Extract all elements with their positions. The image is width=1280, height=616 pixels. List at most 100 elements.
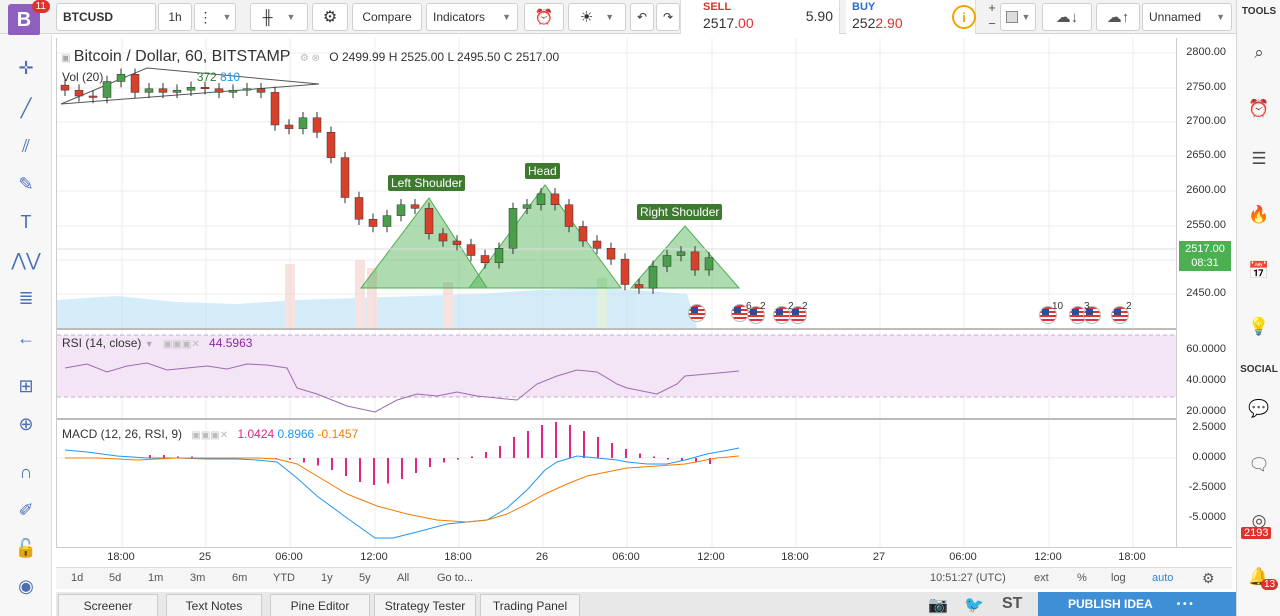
- legend-buttons[interactable]: ⚙ ⊗: [299, 53, 320, 64]
- tab-trading-panel[interactable]: Trading Panel: [480, 594, 580, 616]
- eye-icon[interactable]: ◉: [18, 575, 34, 596]
- ext-toggle[interactable]: ext: [1034, 572, 1049, 584]
- magnet-icon[interactable]: ∩: [19, 461, 33, 482]
- candle[interactable]: [452, 240, 462, 245]
- trendline-icon[interactable]: ╱: [20, 97, 32, 118]
- candle[interactable]: [634, 284, 644, 289]
- annotation-right-shoulder[interactable]: Right Shoulder: [637, 204, 723, 220]
- annotation-left-shoulder[interactable]: Left Shoulder: [388, 175, 466, 191]
- range-all[interactable]: All: [397, 572, 410, 584]
- legend-dots-icon[interactable]: ▣: [61, 53, 71, 64]
- event-flag[interactable]: [1039, 306, 1057, 324]
- chart-area[interactable]: ▣ Bitcoin / Dollar, 60, BITSTAMP ⚙ ⊗ O 2…: [56, 38, 1177, 547]
- candle[interactable]: [508, 208, 518, 249]
- candle[interactable]: [536, 193, 546, 205]
- tab-screener[interactable]: Screener: [58, 594, 158, 616]
- candle[interactable]: [284, 124, 294, 129]
- undo-button[interactable]: ↶: [630, 3, 654, 31]
- event-flag[interactable]: [789, 306, 807, 324]
- range-6m[interactable]: 6m: [232, 572, 248, 584]
- candle[interactable]: [102, 81, 112, 98]
- candle[interactable]: [606, 248, 616, 260]
- cloud-save-button[interactable]: ☁↑: [1096, 3, 1140, 31]
- time-axis[interactable]: 18:00 25 06:00 12:00 18:00 26 06:00 12:0…: [56, 547, 1232, 567]
- pitchfork-icon[interactable]: ⫽: [21, 135, 31, 156]
- utc-clock[interactable]: 10:51:27 (UTC): [930, 572, 1006, 584]
- flame-icon[interactable]: 🔥: [1248, 205, 1270, 224]
- head-and-shoulders-pattern[interactable]: [359, 184, 741, 289]
- price-axis[interactable]: 2800.00 2750.00 2700.00 2650.00 2600.00 …: [1176, 38, 1232, 547]
- brand-logo[interactable]: B 11: [8, 0, 50, 36]
- candle[interactable]: [592, 240, 602, 249]
- candle[interactable]: [158, 88, 168, 93]
- candle[interactable]: [424, 208, 434, 234]
- candle[interactable]: [466, 244, 476, 256]
- candle[interactable]: [550, 193, 560, 205]
- publish-idea-button[interactable]: PUBLISH IDEA • • •: [1038, 592, 1236, 616]
- candle[interactable]: [242, 88, 252, 91]
- annotation-head[interactable]: Head: [525, 163, 560, 179]
- event-flag[interactable]: [1111, 306, 1129, 324]
- zoom-icon[interactable]: ⊕: [18, 413, 34, 434]
- interval-button[interactable]: 1h: [158, 3, 192, 31]
- indicator-buttons[interactable]: ▣▣▣✕: [162, 339, 200, 350]
- candle[interactable]: [410, 204, 420, 209]
- candle[interactable]: [340, 157, 350, 198]
- candle[interactable]: [270, 92, 280, 126]
- indicators-button[interactable]: Indicators ▼: [426, 3, 518, 31]
- chart-canvas[interactable]: [57, 38, 1177, 547]
- candle[interactable]: [620, 258, 630, 285]
- alert-button[interactable]: ⏰: [524, 3, 564, 31]
- candle[interactable]: [648, 266, 658, 289]
- lightbulb-icon[interactable]: 💡: [1248, 317, 1270, 336]
- tab-text-notes[interactable]: Text Notes: [166, 594, 262, 616]
- pencil-lock-icon[interactable]: ✐: [18, 499, 34, 520]
- layout-button[interactable]: ▼: [1000, 3, 1036, 31]
- settings-button[interactable]: ⚙: [312, 3, 348, 31]
- candle[interactable]: [116, 74, 126, 82]
- minus-icon[interactable]: −: [988, 16, 996, 31]
- auto-toggle[interactable]: auto: [1152, 572, 1174, 584]
- range-1d[interactable]: 1d: [71, 572, 84, 584]
- chevron-down-icon[interactable]: ▼: [144, 339, 154, 349]
- candle[interactable]: [312, 117, 322, 133]
- candle[interactable]: [354, 197, 364, 220]
- range-5y[interactable]: 5y: [359, 572, 371, 584]
- sell-panel[interactable]: SELL 2517.00 5.90: [680, 0, 840, 34]
- candle[interactable]: [228, 89, 238, 93]
- camera-icon[interactable]: 📷: [928, 597, 948, 614]
- candle[interactable]: [144, 88, 154, 93]
- candle[interactable]: [130, 74, 140, 93]
- more-icon[interactable]: • • •: [1176, 598, 1193, 610]
- interval-menu-button[interactable]: ⋮ ▼: [194, 3, 236, 31]
- arrow-left-icon[interactable]: ←: [17, 327, 35, 348]
- tab-strategy-tester[interactable]: Strategy Tester: [374, 594, 476, 616]
- candle[interactable]: [522, 204, 532, 209]
- calendar-icon[interactable]: 📅: [1248, 261, 1270, 280]
- range-ytd[interactable]: YTD: [273, 572, 295, 584]
- range-1m[interactable]: 1m: [148, 572, 164, 584]
- candle[interactable]: [494, 248, 504, 263]
- compare-button[interactable]: Compare: [352, 3, 422, 31]
- pattern-icon[interactable]: ⋀⋁: [11, 249, 41, 270]
- measure-icon[interactable]: ⊞: [18, 375, 34, 396]
- brush-icon[interactable]: ✎: [18, 173, 34, 194]
- gear-icon[interactable]: ⚙: [1202, 570, 1215, 586]
- lock-icon[interactable]: 🔓: [14, 537, 38, 558]
- range-5d[interactable]: 5d: [109, 572, 122, 584]
- candle[interactable]: [480, 255, 490, 263]
- candle[interactable]: [256, 88, 266, 93]
- candle[interactable]: [74, 89, 84, 97]
- candle[interactable]: [200, 87, 210, 89]
- event-flag[interactable]: [688, 304, 706, 322]
- plus-icon[interactable]: +: [988, 0, 996, 15]
- log-toggle[interactable]: log: [1111, 572, 1126, 584]
- chart-style-button[interactable]: ╫ ▼: [250, 3, 308, 31]
- candle[interactable]: [326, 132, 336, 158]
- symbol-input[interactable]: BTCUSD: [56, 3, 156, 31]
- goto-button[interactable]: Go to...: [437, 572, 474, 584]
- zoom-buttons[interactable]: + −: [984, 0, 1000, 34]
- streams-icon[interactable]: ◎: [1251, 511, 1267, 530]
- search-list-icon[interactable]: ⌕: [1254, 43, 1264, 62]
- candle[interactable]: [690, 251, 700, 271]
